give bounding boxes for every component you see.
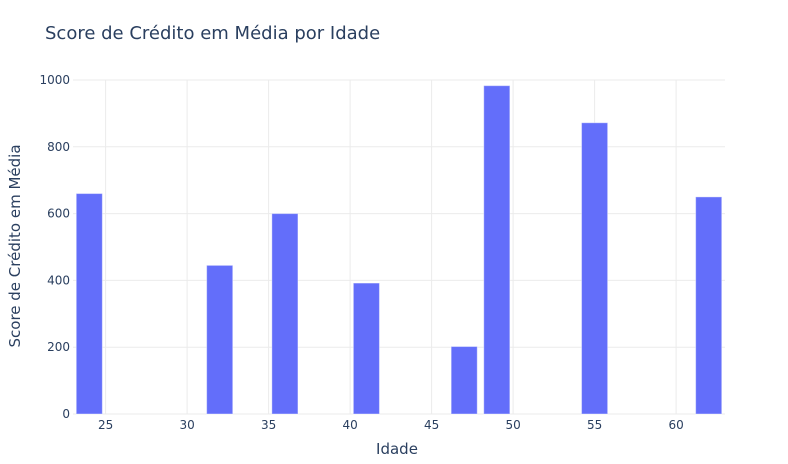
bar-age-36[interactable] bbox=[271, 213, 299, 415]
bar-age-47[interactable] bbox=[450, 346, 478, 415]
x-tick-label: 30 bbox=[179, 418, 194, 432]
y-tick-label: 800 bbox=[47, 140, 70, 154]
bars bbox=[75, 85, 723, 415]
bar-age-49[interactable] bbox=[483, 85, 511, 415]
x-tick-label: 25 bbox=[98, 418, 113, 432]
x-tick-label: 50 bbox=[505, 418, 520, 432]
grid-lines bbox=[73, 79, 725, 415]
bar-age-24[interactable] bbox=[75, 193, 103, 415]
x-tick-label: 45 bbox=[424, 418, 439, 432]
x-tick-label: 35 bbox=[261, 418, 276, 432]
y-tick-label: 600 bbox=[47, 207, 70, 221]
y-axis-title: Score de Crédito em Média bbox=[6, 144, 24, 347]
x-axis-title: Idade bbox=[376, 440, 418, 458]
bar-age-62[interactable] bbox=[695, 196, 723, 415]
x-tick-label: 55 bbox=[587, 418, 602, 432]
x-tick-labels: 25 30 35 40 45 50 55 60 bbox=[98, 418, 684, 432]
x-tick-label: 40 bbox=[342, 418, 357, 432]
y-tick-label: 400 bbox=[47, 273, 70, 287]
y-tick-label: 200 bbox=[47, 340, 70, 354]
y-tick-labels: 0 200 400 600 800 1000 bbox=[39, 73, 70, 421]
y-tick-label: 1000 bbox=[39, 73, 70, 87]
bar-age-41[interactable] bbox=[352, 282, 380, 415]
y-tick-label: 0 bbox=[62, 407, 70, 421]
x-tick-label: 60 bbox=[668, 418, 683, 432]
bar-age-55[interactable] bbox=[581, 122, 609, 415]
bar-age-32[interactable] bbox=[206, 264, 234, 415]
chart-title: Score de Crédito em Média por Idade bbox=[45, 23, 380, 44]
